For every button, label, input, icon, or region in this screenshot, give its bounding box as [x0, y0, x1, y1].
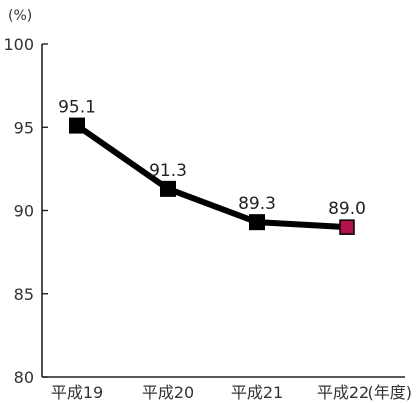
- data-label: 89.0: [328, 199, 366, 219]
- data-label: 89.3: [238, 194, 276, 214]
- series-line: [69, 117, 355, 235]
- x-tick-label: 平成19: [51, 383, 103, 402]
- x-axis-unit-label: (年度): [368, 383, 413, 402]
- data-point-marker: [249, 214, 265, 231]
- data-label: 95.1: [58, 98, 96, 118]
- data-point-marker: [69, 117, 85, 134]
- y-tick-label: 80: [14, 368, 34, 387]
- x-tick-label: 平成21: [231, 383, 283, 402]
- x-axis-ticks: 平成19 平成20 平成21 平成22(年度): [51, 383, 412, 402]
- data-label: 91.3: [149, 161, 187, 181]
- y-tick-label: 90: [14, 202, 34, 221]
- data-point-marker: [160, 180, 176, 197]
- x-tick-label: 平成22: [317, 383, 369, 402]
- y-axis-unit-label: (%): [8, 8, 32, 24]
- y-tick-label: 85: [14, 285, 34, 304]
- series-polyline: [75, 123, 348, 231]
- x-tick-label: 平成20: [142, 383, 194, 402]
- data-labels: 95.1 91.3 89.3 89.0: [58, 98, 366, 220]
- y-axis-ticks: 80 85 90 95 100: [3, 35, 48, 387]
- data-point-marker-highlighted: [339, 219, 355, 235]
- y-tick-label: 95: [14, 118, 34, 137]
- y-tick-label: 100: [3, 35, 34, 54]
